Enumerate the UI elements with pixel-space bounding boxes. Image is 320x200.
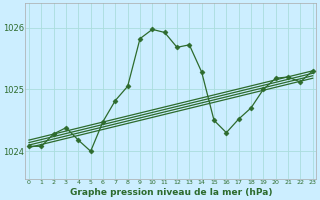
X-axis label: Graphe pression niveau de la mer (hPa): Graphe pression niveau de la mer (hPa)	[69, 188, 272, 197]
